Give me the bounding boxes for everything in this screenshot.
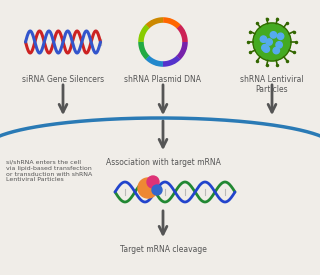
Circle shape	[266, 39, 272, 45]
Text: Target mRNA cleavage: Target mRNA cleavage	[120, 245, 206, 254]
Circle shape	[270, 32, 276, 38]
Circle shape	[263, 46, 269, 52]
Circle shape	[253, 23, 291, 61]
Text: si/shRNA enters the cell
via lipid-based transfection
or transduction with shRNA: si/shRNA enters the cell via lipid-based…	[6, 160, 92, 182]
Circle shape	[273, 47, 279, 54]
Circle shape	[147, 176, 159, 188]
Text: shRNA Plasmid DNA: shRNA Plasmid DNA	[124, 75, 202, 84]
Circle shape	[262, 45, 268, 51]
Circle shape	[276, 42, 282, 48]
Circle shape	[138, 178, 158, 198]
Circle shape	[152, 185, 162, 195]
Circle shape	[277, 33, 284, 40]
Text: shRNA Lentiviral
Particles: shRNA Lentiviral Particles	[240, 75, 304, 94]
Circle shape	[260, 36, 267, 42]
Text: Association with target mRNA: Association with target mRNA	[106, 158, 220, 167]
Text: siRNA Gene Silencers: siRNA Gene Silencers	[22, 75, 104, 84]
